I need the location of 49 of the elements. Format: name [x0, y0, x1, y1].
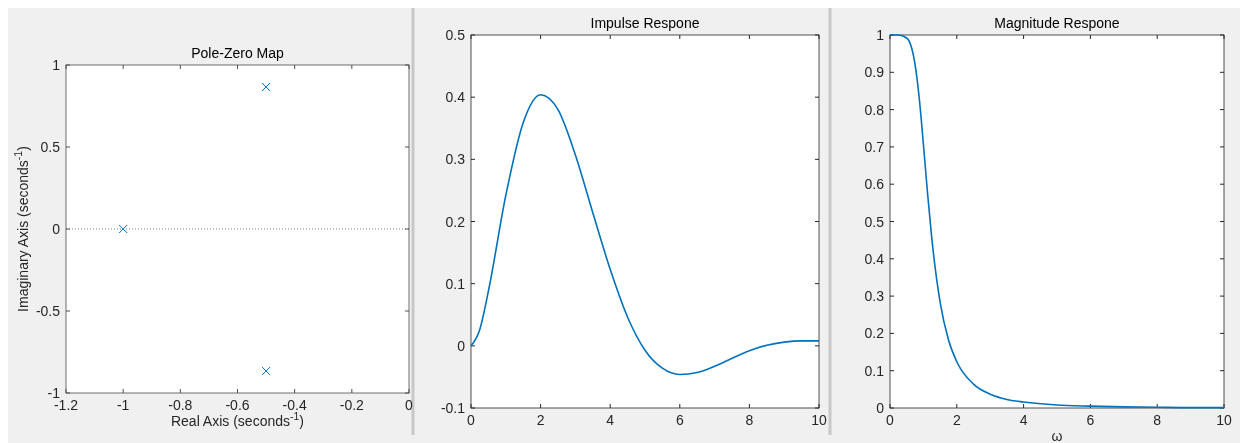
line-series — [889, 34, 1225, 409]
x-tick-label: 0 — [405, 397, 414, 413]
x-tick-label: 0 — [886, 412, 895, 428]
x-tick-label: -0.2 — [339, 397, 365, 413]
x-tick-label: -0.6 — [225, 397, 250, 413]
point — [118, 224, 128, 234]
chart-title: Impulse Respone — [590, 15, 700, 31]
y-tick-label: 1 — [52, 57, 61, 73]
y-tick-label: 0.2 — [445, 213, 466, 230]
y-tick-label: 0 — [52, 221, 61, 237]
y-tick-label: -0.1 — [440, 400, 466, 416]
line-series — [470, 93, 820, 376]
x-tick-label: 6 — [675, 412, 684, 428]
y-tick-label: 0.2 — [864, 325, 885, 342]
y-tick-label: 0.5 — [40, 139, 61, 155]
x-tick-label: 4 — [1019, 412, 1028, 428]
y-tick-label: 0.8 — [864, 101, 885, 118]
x-tick-label: 4 — [606, 412, 615, 428]
x-tick-label: 2 — [952, 412, 961, 428]
point — [261, 366, 271, 376]
y-tick-label: 1 — [876, 27, 885, 43]
x-tick-label: 10 — [1216, 412, 1232, 428]
x-tick-label: -0.8 — [168, 397, 193, 413]
x-axis-title: ω — [1051, 428, 1063, 443]
y-tick-label: 0.3 — [864, 288, 885, 305]
y-tick-label: -0.5 — [35, 303, 61, 319]
y-tick-label: 0.4 — [864, 250, 885, 267]
y-tick-label: 0.4 — [445, 89, 466, 106]
y-tick-label: 0.3 — [445, 151, 466, 168]
x-tick-label: 10 — [811, 412, 827, 428]
y-tick-label: 0.5 — [864, 213, 885, 230]
chart-title: Pole-Zero Map — [191, 45, 285, 61]
y-tick-label: 0.1 — [445, 275, 466, 292]
x-tick-label: 0 — [467, 412, 476, 428]
x-tick-label: 2 — [536, 412, 545, 428]
y-tick-label: 0.6 — [864, 176, 885, 193]
y-tick-label: 0 — [457, 337, 466, 354]
chart-title: Magnitude Respone — [994, 15, 1120, 31]
y-tick-label: 0.1 — [864, 362, 885, 379]
x-tick-label: 8 — [1153, 412, 1162, 428]
y-tick-label: 0.7 — [864, 138, 885, 155]
x-axis-title: Real Axis (seconds$^{-1}$) — [170, 410, 305, 429]
point — [261, 82, 271, 92]
y-tick-label: 0.9 — [864, 64, 885, 81]
y-tick-label: 0.5 — [445, 27, 466, 43]
x-tick-label: 8 — [745, 412, 754, 428]
x-tick-label: 6 — [1086, 412, 1095, 428]
x-tick-label: -1 — [116, 397, 130, 413]
x-tick-label: -0.4 — [282, 397, 307, 413]
